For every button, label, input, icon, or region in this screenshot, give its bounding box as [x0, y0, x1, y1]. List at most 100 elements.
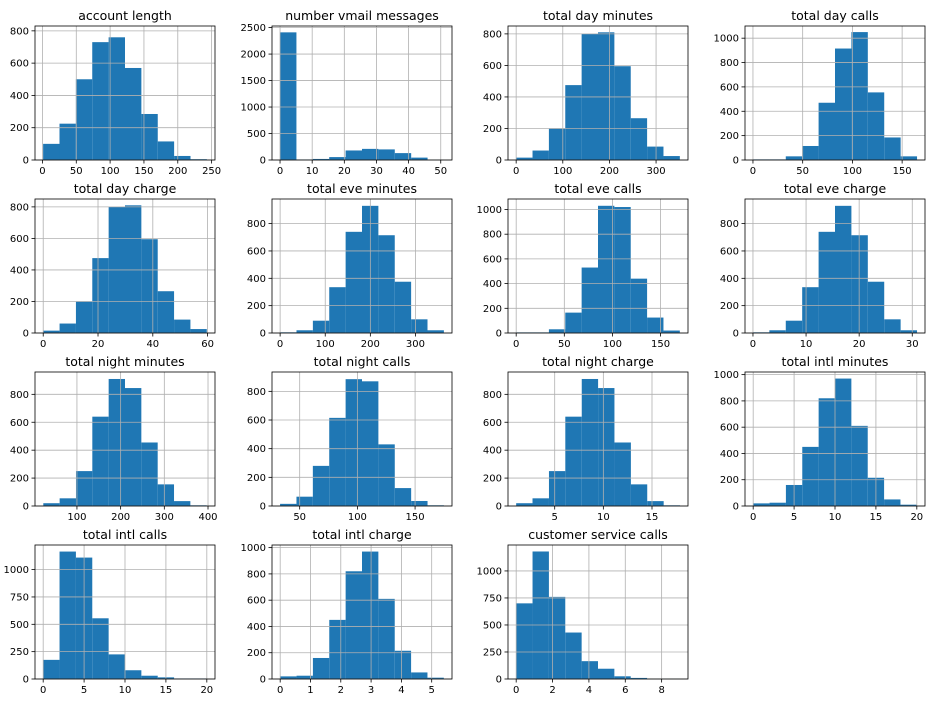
axes-frame — [271, 371, 453, 507]
histogram-bar — [378, 444, 395, 506]
histogram-bar — [630, 118, 648, 160]
y-tick-label: 500 — [247, 129, 266, 140]
y-tick-label: 0 — [260, 156, 266, 167]
y-tick-label: 400 — [483, 446, 502, 457]
x-tick-label: 100 — [316, 339, 335, 350]
histogram-bar — [411, 500, 428, 506]
histogram-bar — [532, 498, 549, 506]
histogram-bar — [598, 205, 615, 333]
histogram-bar — [362, 381, 379, 506]
subplot-title: number vmail messages — [285, 8, 439, 23]
y-tick-label: 600 — [247, 246, 266, 257]
y-tick-label: 800 — [483, 29, 502, 40]
x-tick-label: 60 — [201, 339, 214, 350]
x-tick-label: 0 — [750, 166, 756, 177]
y-tick-label: 600 — [247, 596, 266, 607]
y-tick-label: 1000 — [714, 370, 739, 381]
y-tick-label: 200 — [720, 475, 739, 486]
histogram-bar — [598, 388, 615, 506]
y-tick-label: 200 — [720, 131, 739, 142]
x-tick-label: 2 — [549, 685, 555, 696]
histogram-bar — [345, 150, 362, 160]
x-tick-label: 10 — [597, 512, 610, 523]
histogram-bar — [75, 79, 93, 160]
histogram-bar — [851, 32, 868, 160]
y-tick-label: 600 — [483, 61, 502, 72]
subplot-title: total day charge — [74, 181, 177, 196]
histogram-bar — [818, 398, 835, 506]
histogram-bar — [43, 659, 60, 679]
y-tick-label: 200 — [483, 124, 502, 135]
histogram-bar — [378, 235, 395, 333]
x-tick-label: 15 — [870, 512, 883, 523]
x-tick-label: 150 — [134, 166, 153, 177]
subplot-total-eve-charge: 0 10 20 30 0 200 400 600 800 total eve charge — [720, 181, 926, 350]
x-tick-label: 200 — [111, 512, 130, 523]
histogram-bar — [125, 388, 142, 506]
x-tick-label: 10 — [800, 339, 813, 350]
axes-frame — [271, 198, 453, 334]
x-tick-label: 0 — [39, 166, 45, 177]
histogram-bar — [329, 417, 346, 506]
histogram-bar — [548, 329, 566, 333]
histogram-bar — [125, 67, 142, 160]
axes-frame — [34, 198, 216, 334]
y-tick-label: 800 — [720, 396, 739, 407]
x-tick-label: 4 — [398, 685, 404, 696]
subplot-total-eve-minutes: 0 100 200 300 0 200 400 600 800 total eve minutes — [247, 181, 453, 350]
y-tick-label: 1000 — [477, 566, 502, 577]
histogram-bar — [614, 207, 631, 333]
histogram-bar — [280, 32, 297, 161]
histogram-bar — [280, 503, 297, 506]
histogram-bar — [663, 330, 680, 333]
histogram-bar — [900, 330, 918, 333]
x-tick-label: 0 — [513, 339, 519, 350]
histogram-bar — [802, 446, 819, 506]
histogram-bar — [565, 85, 582, 160]
y-tick-label: 600 — [10, 234, 29, 245]
x-tick-label: 50 — [293, 512, 306, 523]
y-tick-label: 400 — [720, 107, 739, 118]
subplot-title: account length — [78, 8, 172, 23]
y-tick-label: 200 — [483, 474, 502, 485]
x-tick-label: 200 — [600, 166, 619, 177]
y-tick-label: 2000 — [241, 50, 266, 61]
subplot-total-intl-charge: 0 1 2 3 4 5 0 200 400 600 800 1000 total intl charge — [241, 527, 453, 696]
y-tick-label: 200 — [10, 123, 29, 134]
histogram-bar — [851, 235, 868, 333]
histogram-bar — [362, 148, 379, 160]
y-tick-label: 1000 — [4, 565, 29, 576]
y-tick-label: 750 — [10, 592, 29, 603]
y-tick-label: 0 — [260, 502, 266, 513]
histogram-bar — [884, 499, 901, 506]
histogram-bar — [884, 137, 901, 160]
y-tick-label: 0 — [23, 329, 29, 340]
y-tick-label: 200 — [247, 301, 266, 312]
x-tick-label: 20 — [92, 339, 105, 350]
y-tick-label: 600 — [483, 254, 502, 265]
histogram-bar — [867, 92, 885, 160]
y-tick-label: 200 — [247, 648, 266, 659]
x-tick-label: 0 — [277, 166, 283, 177]
histogram-bar — [190, 159, 207, 160]
y-tick-label: 0 — [260, 675, 266, 686]
x-tick-label: 100 — [603, 339, 622, 350]
y-tick-label: 1000 — [714, 34, 739, 45]
y-tick-label: 800 — [720, 219, 739, 230]
x-tick-label: 5 — [552, 512, 558, 523]
y-tick-label: 800 — [247, 219, 266, 230]
axes-frame — [507, 371, 689, 507]
x-tick-label: 0 — [750, 339, 756, 350]
x-tick-label: 150 — [651, 339, 670, 350]
subplot-title: total eve calls — [554, 181, 641, 196]
y-tick-label: 500 — [10, 620, 29, 631]
histogram-bar — [867, 281, 885, 333]
y-tick-label: 800 — [483, 390, 502, 401]
histogram-bar — [900, 504, 917, 506]
histogram-bar — [394, 153, 412, 160]
subplot-title: total intl charge — [312, 527, 412, 542]
histogram-bar — [884, 319, 901, 333]
y-tick-label: 0 — [496, 156, 502, 167]
histogram-bar — [125, 670, 142, 679]
